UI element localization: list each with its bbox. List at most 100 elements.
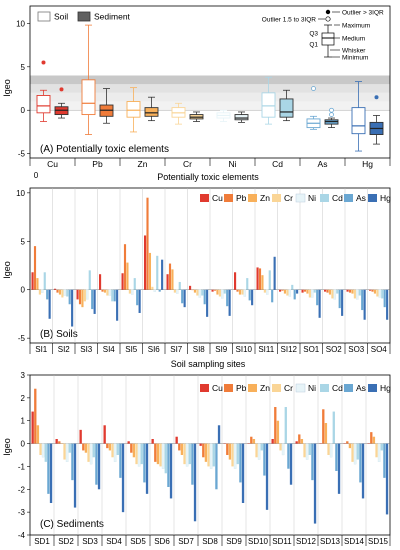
- chart-c-bar-ni: [257, 443, 261, 460]
- chart-a-legend: Soil Sediment: [37, 12, 131, 22]
- box-cu-soil: [36, 95, 51, 114]
- chart-c-bar-zn: [348, 443, 352, 449]
- chart-c-bar-ni: [41, 443, 45, 458]
- chart-b-bar-pb: [326, 289, 329, 293]
- chart-c-bar-pb: [370, 432, 373, 444]
- chart-b-bar-cr: [376, 289, 379, 297]
- chart-c-xtick-label: SD11: [272, 537, 292, 546]
- key-maximum-label: Maximum: [342, 23, 370, 30]
- chart-b-bar-zn: [216, 289, 219, 295]
- chart-c-bar-as: [47, 443, 50, 494]
- chart-c-bar-pb: [106, 443, 109, 449]
- chart-c-bar-cu: [127, 441, 130, 444]
- chart-b-bar-cu: [54, 288, 57, 290]
- chart-b-ytick-label: -5: [18, 334, 26, 343]
- key-minimum-label: Minimum: [342, 55, 368, 62]
- box-outlier-far: [374, 95, 379, 100]
- chart-c-bar-zn: [156, 443, 160, 465]
- chart-c-legend-swatch: [344, 384, 353, 392]
- chart-b-bar-zn: [126, 262, 129, 290]
- chart-b-bar-pb: [258, 268, 262, 290]
- chart-b-xtick-label: SI4: [103, 345, 116, 354]
- chart-b-bar-hg: [251, 289, 254, 306]
- chart-c-bar-ni: [185, 443, 189, 467]
- chart-b-bar-ni: [41, 289, 44, 293]
- chart-c-bar-cu: [295, 441, 298, 444]
- chart-c-ytick-label: 0: [21, 440, 26, 449]
- chart-b-xtick-label: SI1: [35, 345, 48, 354]
- chart-b-legend-swatch: [368, 194, 377, 202]
- shaded-band: [30, 84, 390, 93]
- chart-c-bar-cu: [199, 443, 202, 446]
- chart-c-bar-as: [359, 443, 362, 483]
- chart-c-xtick-label: SD12: [296, 537, 317, 546]
- chart-c-bar-cd: [380, 443, 383, 451]
- chart-a-xtick-label: Hg: [362, 159, 373, 169]
- chart-b-bar-zn: [283, 289, 287, 294]
- chart-c-bar-hg: [49, 443, 53, 503]
- chart-c-bar-cr: [327, 443, 330, 455]
- key-whisker-label: Whisker: [342, 48, 366, 55]
- chart-c-legend-label: Cu: [212, 383, 223, 393]
- chart-c-legend-swatch: [248, 384, 257, 392]
- chart-c-bar-zn: [228, 443, 232, 460]
- chart-b-bar-ni: [356, 289, 359, 300]
- box-outlier-near: [329, 107, 334, 113]
- chart-c-bar-pb: [322, 409, 325, 444]
- chart-c-bar-cd: [284, 407, 287, 444]
- box-ni-sediment: [234, 114, 249, 121]
- chart-b-bar-pb: [348, 289, 352, 293]
- chart-b-bar-ni: [153, 289, 157, 292]
- chart-c-xtick-label: SD5: [130, 537, 146, 546]
- chart-b-bar-as: [316, 289, 319, 306]
- chart-c-xtick-label: SD9: [226, 537, 242, 546]
- key-outlier-far-marker: [325, 9, 331, 15]
- chart-b-bar-cu: [189, 285, 192, 290]
- chart-c-bar-hg: [121, 443, 125, 513]
- chart-c-bar-zn: [324, 423, 328, 444]
- chart-b-legend-swatch: [320, 194, 329, 202]
- chart-b-bar-zn: [103, 289, 107, 293]
- chart-c-bar-hg: [385, 443, 389, 515]
- chart-c-xtick-label: SD15: [368, 537, 389, 546]
- chart-c-bar-cr: [39, 443, 42, 455]
- key-outlier-near-label: Outlier 1.5 to 3IQR: [262, 17, 316, 24]
- box-key: Outlier > 3IQR Outlier 1.5 to 3IQR Maxim…: [262, 10, 384, 62]
- chart-b-soils: Igeo (B) Soils Soil sampling sites -5 0 5 1…: [2, 187, 391, 369]
- chart-b-legend-swatch: [200, 194, 209, 202]
- chart-b-bar-ni: [266, 289, 269, 295]
- chart-c-bar-ni: [377, 443, 381, 463]
- legend-soil-label: Soil: [54, 12, 68, 22]
- chart-c-xtick-label: SD8: [202, 537, 218, 546]
- chart-c-bar-cd: [332, 411, 335, 444]
- box-zn-soil: [126, 101, 141, 118]
- chart-a-title: (A) Potentially toxic elements: [40, 144, 169, 155]
- chart-c-legend-swatch: [272, 384, 281, 392]
- chart-b-bar-pb: [56, 289, 59, 293]
- chart-c-bar-ni: [89, 443, 93, 465]
- chart-c-bar-cd: [116, 443, 119, 455]
- chart-b-bar-zn: [261, 275, 264, 290]
- chart-c-legend-label: Zn: [260, 383, 270, 393]
- chart-b-legend-swatch: [248, 194, 257, 202]
- chart-b-bar-cr: [331, 289, 334, 299]
- chart-c-bar-cr: [255, 443, 258, 458]
- chart-b-bar-as: [113, 289, 116, 302]
- chart-c-bar-pb: [202, 443, 205, 458]
- chart-b-bar-cu: [144, 235, 147, 290]
- chart-c-bar-as: [239, 443, 242, 483]
- chart-c-ytick-label: 1: [21, 417, 26, 426]
- chart-b-bar-cu: [166, 274, 169, 290]
- chart-b-xtick-label: SO4: [371, 345, 388, 354]
- chart-c-xtick-label: SD7: [178, 537, 194, 546]
- chart-b-ytick-label: 0: [21, 286, 26, 295]
- chart-c-bar-hg: [241, 443, 245, 503]
- chart-b-bar-zn: [36, 278, 39, 290]
- chart-b-bar-hg: [161, 259, 164, 290]
- chart-c-bar-as: [167, 443, 170, 487]
- chart-b-bar-zn: [373, 289, 377, 294]
- chart-c-legend-label: As: [356, 383, 366, 393]
- chart-b-bar-ni: [288, 289, 292, 297]
- chart-c-bar-cd: [308, 443, 311, 455]
- chart-c-legend-label: Cr: [284, 383, 293, 393]
